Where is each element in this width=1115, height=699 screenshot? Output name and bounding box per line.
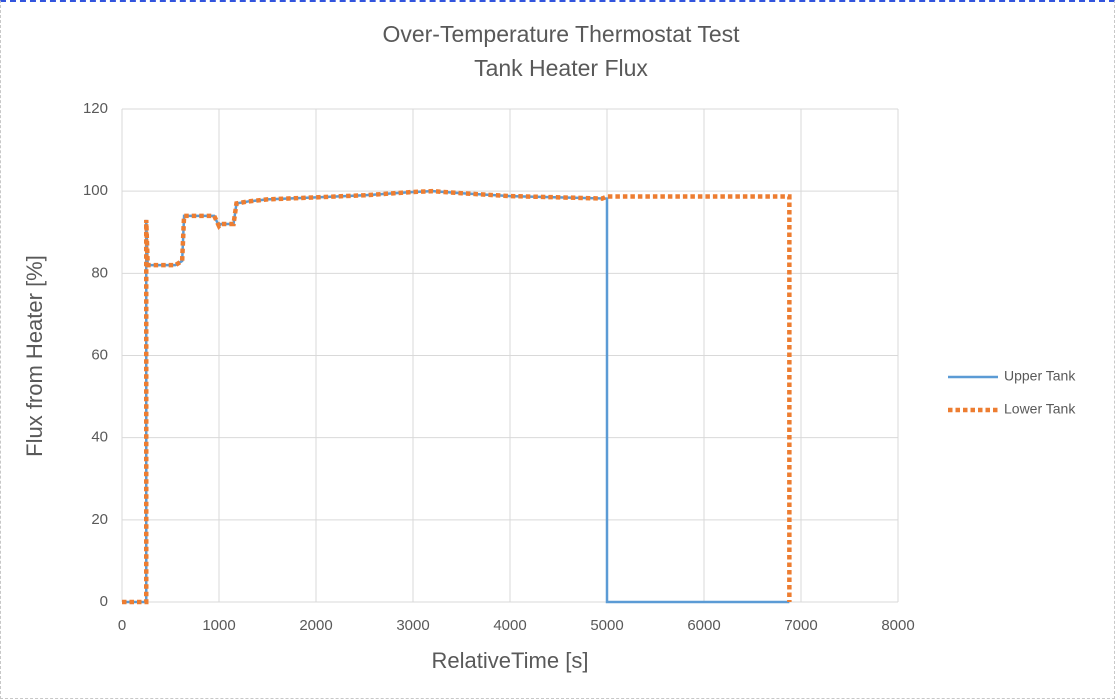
chart-subtitle: Tank Heater Flux [474, 55, 648, 81]
series-line [122, 189, 790, 604]
y-axis-title: Flux from Heater [%] [22, 255, 47, 457]
x-tick-label: 0 [118, 617, 126, 634]
x-tick-label: 6000 [687, 617, 720, 634]
y-tick-label: 80 [91, 264, 108, 281]
chart-title: Over-Temperature Thermostat Test [382, 21, 740, 47]
y-tick-label: 100 [83, 182, 108, 199]
x-axis-title: RelativeTime [s] [432, 648, 589, 673]
legend-label: Upper Tank [1004, 368, 1076, 384]
y-tick-label: 120 [83, 100, 108, 117]
y-tick-label: 40 [91, 429, 108, 446]
x-tick-label: 7000 [784, 617, 817, 634]
legend-label: Lower Tank [1004, 401, 1076, 417]
y-tick-label: 0 [100, 593, 108, 610]
x-tick-label: 1000 [202, 617, 235, 634]
x-tick-label: 8000 [881, 617, 914, 634]
y-tick-label: 60 [91, 346, 108, 363]
x-tick-label: 5000 [590, 617, 623, 634]
x-tick-label: 3000 [396, 617, 429, 634]
series-line [122, 188, 792, 605]
x-tick-label: 4000 [493, 617, 526, 634]
y-tick-label: 20 [91, 511, 108, 528]
x-tick-label: 2000 [299, 617, 332, 634]
